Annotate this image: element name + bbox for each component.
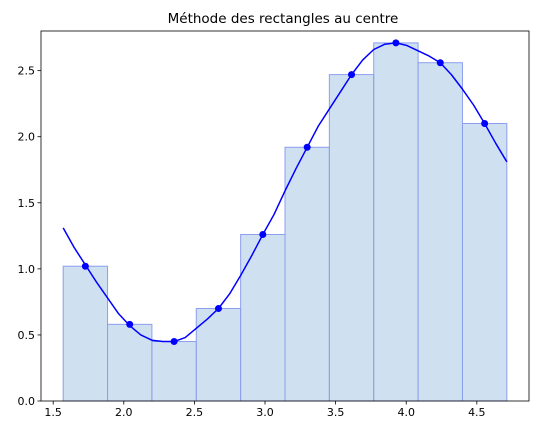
rectangle-bar <box>107 323 153 402</box>
midpoint-marker <box>303 143 311 151</box>
rectangle-bar <box>62 265 109 402</box>
rectangle-bar <box>151 341 197 402</box>
rectangle-bar <box>417 62 463 402</box>
x-axis-ticks: 1.5 2.0 2.5 3.0 3.5 4.0 4.5 <box>44 401 486 419</box>
y-tick-label: 0.5 <box>18 329 36 342</box>
axes-frame <box>40 30 530 402</box>
midpoint-marker <box>126 320 134 328</box>
function-curve <box>62 42 508 343</box>
y-tick-label: 2.5 <box>18 65 36 78</box>
y-tick-label: 1.5 <box>18 197 36 210</box>
y-tick-label: 2.0 <box>18 131 36 144</box>
rectangle-bar <box>328 74 375 402</box>
x-tick-label: 3.0 <box>256 406 274 419</box>
y-tick-label: 0.0 <box>18 395 36 408</box>
rectangle-bar <box>373 42 419 402</box>
rectangle-bar <box>461 123 508 402</box>
midpoints-layer <box>81 39 489 346</box>
midpoint-marker <box>81 262 89 270</box>
midpoint-marker <box>214 305 222 312</box>
midpoint-marker <box>259 231 267 238</box>
midpoint-marker <box>392 39 400 47</box>
curve-layer <box>62 42 508 343</box>
rectangles-layer <box>62 42 508 402</box>
x-tick-label: 2.0 <box>115 406 133 419</box>
x-tick-label: 4.5 <box>468 406 486 419</box>
x-tick-label: 4.0 <box>397 406 415 419</box>
rectangle-bar <box>284 146 330 402</box>
rectangle-bar <box>195 308 242 402</box>
chart-title: Méthode des rectangles au centre <box>168 11 399 27</box>
y-axis-ticks: 0.0 0.5 1.0 1.5 2.0 2.5 <box>18 65 41 408</box>
y-tick-label: 1.0 <box>18 263 36 276</box>
midpoint-marker <box>481 120 489 127</box>
midpoint-marker <box>170 338 178 346</box>
midpoint-marker <box>348 71 356 79</box>
x-tick-label: 2.5 <box>186 406 204 419</box>
x-tick-label: 3.5 <box>327 406 345 419</box>
midpoint-marker <box>436 59 444 67</box>
x-tick-label: 1.5 <box>44 406 62 419</box>
rectangle-bar <box>240 234 286 402</box>
